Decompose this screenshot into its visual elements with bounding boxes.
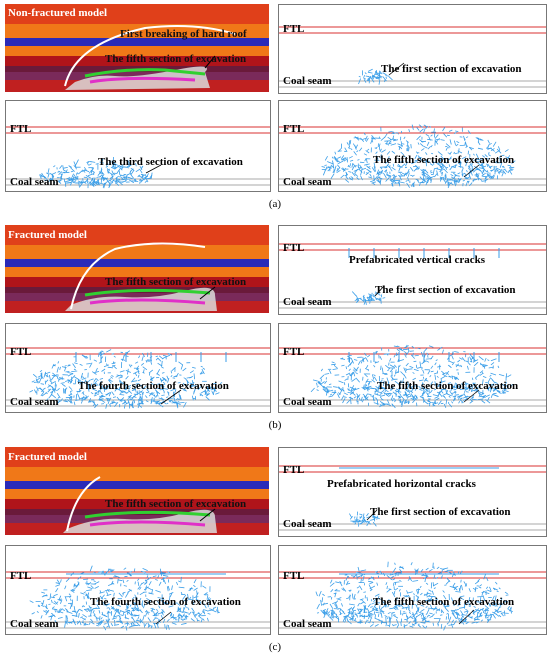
model-annotation: First breaking of hard roof: [120, 28, 247, 40]
crack-panel: FTL Coal seam The fifth section of excav…: [278, 100, 547, 192]
crack-panel: FTL Coal seam The third section of excav…: [5, 100, 271, 192]
model-annotation: The fifth section of excavation: [105, 53, 247, 65]
coal-seam-label: Coal seam: [10, 176, 59, 188]
ftl-label: FTL: [283, 346, 305, 358]
crack-panel: FTL Coal seam The first section of excav…: [278, 4, 547, 94]
crack-panel: FTL Coal seam The fourth section of exca…: [5, 545, 271, 635]
section-label: The fourth section of excavation: [78, 380, 229, 392]
section-label: The fourth section of excavation: [90, 596, 241, 608]
model-label: Fractured model: [8, 451, 87, 463]
section-label: The fifth section of excavation: [373, 154, 515, 166]
ftl-label: FTL: [10, 123, 32, 135]
section-label: The fifth section of excavation: [377, 380, 519, 392]
coal-seam-label: Coal seam: [10, 618, 59, 630]
ftl-label: FTL: [283, 570, 305, 582]
model-panel-a: Non-fractured model First breaking of ha…: [5, 4, 269, 92]
model-panel-b: Fractured model The fifth section of exc…: [5, 225, 269, 313]
figure-caption: (a): [268, 198, 282, 210]
prefab-label: Prefabricated horizontal cracks: [327, 478, 476, 490]
crack-panel: FTL Prefabricated horizontal cracks Coal…: [278, 447, 547, 537]
coal-seam-label: Coal seam: [283, 296, 332, 308]
section-label: The first section of excavation: [370, 506, 511, 518]
model-label: Fractured model: [8, 229, 87, 241]
section-label: The fifth section of excavation: [373, 596, 515, 608]
model-panel-c: Fractured model The fifth section of exc…: [5, 447, 269, 535]
figure-caption: (b): [268, 419, 282, 431]
coal-seam-label: Coal seam: [10, 396, 59, 408]
crack-panel: FTL Coal seam The fifth section of excav…: [278, 323, 547, 413]
ftl-label: FTL: [283, 242, 305, 254]
coal-seam-label: Coal seam: [283, 396, 332, 408]
coal-seam-label: Coal seam: [283, 75, 332, 87]
ftl-label: FTL: [10, 346, 32, 358]
crack-panel: FTL Prefabricated vertical cracks Coal s…: [278, 225, 547, 315]
model-annotation: The fifth section of excavation: [105, 498, 247, 510]
ftl-label: FTL: [283, 23, 305, 35]
coal-seam-label: Coal seam: [283, 618, 332, 630]
model-label: Non-fractured model: [8, 7, 108, 19]
section-label: The third section of excavation: [98, 156, 243, 168]
section-label: The first section of excavation: [381, 63, 522, 75]
figure-caption: (c): [268, 641, 282, 653]
prefab-label: Prefabricated vertical cracks: [349, 254, 486, 266]
ftl-label: FTL: [283, 464, 305, 476]
model-annotation: The fifth section of excavation: [105, 276, 247, 288]
ftl-label: FTL: [283, 123, 305, 135]
crack-panel: FTL Coal seam The fourth section of exca…: [5, 323, 271, 413]
section-label: The first section of excavation: [375, 284, 516, 296]
ftl-label: FTL: [10, 570, 32, 582]
coal-seam-label: Coal seam: [283, 518, 332, 530]
coal-seam-label: Coal seam: [283, 176, 332, 188]
crack-panel: FTL Coal seam The fifth section of excav…: [278, 545, 547, 635]
